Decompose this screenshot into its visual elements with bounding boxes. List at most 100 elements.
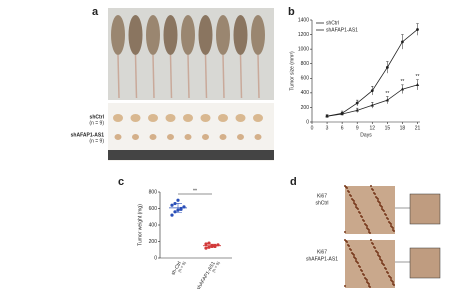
group-label: shAFAP1-AS1 xyxy=(71,132,105,138)
marker xyxy=(400,87,405,91)
error-bar xyxy=(208,243,216,248)
ihc-cell xyxy=(383,210,385,212)
ihc-cell xyxy=(385,214,387,216)
ihc-cell xyxy=(350,195,352,197)
x-tick-label: 18 xyxy=(400,125,406,131)
ihc-cell xyxy=(372,189,374,191)
group-n: (n = 9) xyxy=(89,138,104,144)
error-bar xyxy=(174,203,182,213)
x-tick-label: 3 xyxy=(326,125,329,131)
y-tick-label: 1000 xyxy=(298,46,309,52)
tumor xyxy=(218,114,228,122)
tumor xyxy=(167,134,174,140)
ihc-cell xyxy=(353,254,355,256)
y-tick-label: 1200 xyxy=(298,32,309,38)
tumor xyxy=(114,134,122,140)
ihc-cell xyxy=(374,247,376,249)
mouse xyxy=(146,15,160,55)
tail xyxy=(169,54,173,99)
y-tick-label: 1400 xyxy=(298,17,309,23)
ihc-cell xyxy=(387,218,389,220)
marker xyxy=(416,28,419,31)
ihc-cell xyxy=(377,252,379,254)
ihc-cell xyxy=(369,232,371,234)
tumor xyxy=(130,114,141,122)
tumor xyxy=(237,134,244,140)
ihc-cell xyxy=(372,243,374,245)
tail xyxy=(152,54,155,99)
group-label: shCtrl xyxy=(90,114,105,120)
tail xyxy=(117,54,120,99)
mouse xyxy=(251,15,265,55)
y-tick-label: 0 xyxy=(306,119,309,125)
y-tick-label: 800 xyxy=(149,189,158,195)
tail xyxy=(257,54,260,99)
x-tick-label: 9 xyxy=(356,125,359,131)
ihc-cell xyxy=(369,286,371,288)
ihc-cell xyxy=(357,262,359,264)
ihc-cell xyxy=(393,284,395,286)
ihc-cell xyxy=(363,274,365,276)
ihc-cell xyxy=(348,245,350,247)
ihc-cell xyxy=(355,258,357,260)
tail xyxy=(222,54,225,99)
ihc-cell xyxy=(385,268,387,270)
ihc-cell xyxy=(359,212,361,214)
marker xyxy=(385,98,390,102)
axis xyxy=(159,192,232,259)
stain-label: Ki67 xyxy=(317,193,327,199)
tumor xyxy=(149,134,157,140)
marker xyxy=(340,112,344,116)
ihc-zoom xyxy=(409,247,441,279)
tumor xyxy=(165,114,176,122)
ihc-cell xyxy=(377,198,379,200)
tumor xyxy=(235,114,246,122)
tumor xyxy=(202,134,209,140)
annotation: ** xyxy=(385,91,389,97)
marker xyxy=(385,65,389,69)
ihc-cell xyxy=(361,216,363,218)
marker xyxy=(355,101,359,105)
tumor xyxy=(113,114,123,122)
ihc-cell xyxy=(387,272,389,274)
ihc-cell xyxy=(390,277,392,279)
group-n: (n = 9) xyxy=(89,120,104,126)
annotation: ** xyxy=(416,74,420,80)
mouse xyxy=(181,15,195,55)
ihc-image xyxy=(345,240,395,288)
ihc-cell xyxy=(344,285,346,287)
dot xyxy=(179,207,183,211)
mouse xyxy=(216,15,230,55)
mouse xyxy=(111,15,125,55)
tumor xyxy=(219,134,227,140)
y-tick-label: 200 xyxy=(149,239,158,245)
marker xyxy=(370,103,374,107)
y-tick-label: 600 xyxy=(301,76,310,82)
tail xyxy=(187,54,190,99)
ihc-cell xyxy=(379,202,381,204)
ihc-cell xyxy=(359,266,361,268)
tail xyxy=(134,54,138,99)
x-axis-label: Days xyxy=(360,132,372,138)
ihc-cell xyxy=(383,264,385,266)
panel-label: d xyxy=(290,176,297,188)
dot xyxy=(176,198,180,202)
mouse xyxy=(128,15,143,55)
ihc-cell xyxy=(344,231,346,233)
tumor xyxy=(253,114,263,122)
ihc-cell xyxy=(350,249,352,251)
ihc-cell xyxy=(346,241,348,243)
ihc-cell xyxy=(368,283,370,285)
x-tick-label: 15 xyxy=(385,125,391,131)
ihc-cell xyxy=(348,191,350,193)
dot xyxy=(170,213,174,217)
ihc-image xyxy=(345,186,395,234)
marker xyxy=(325,114,329,118)
ihc-cell xyxy=(366,279,368,281)
marker xyxy=(401,40,404,44)
annotation: ** xyxy=(193,188,197,194)
panel-label: c xyxy=(118,176,124,188)
marker xyxy=(370,89,374,93)
marker xyxy=(355,108,359,112)
